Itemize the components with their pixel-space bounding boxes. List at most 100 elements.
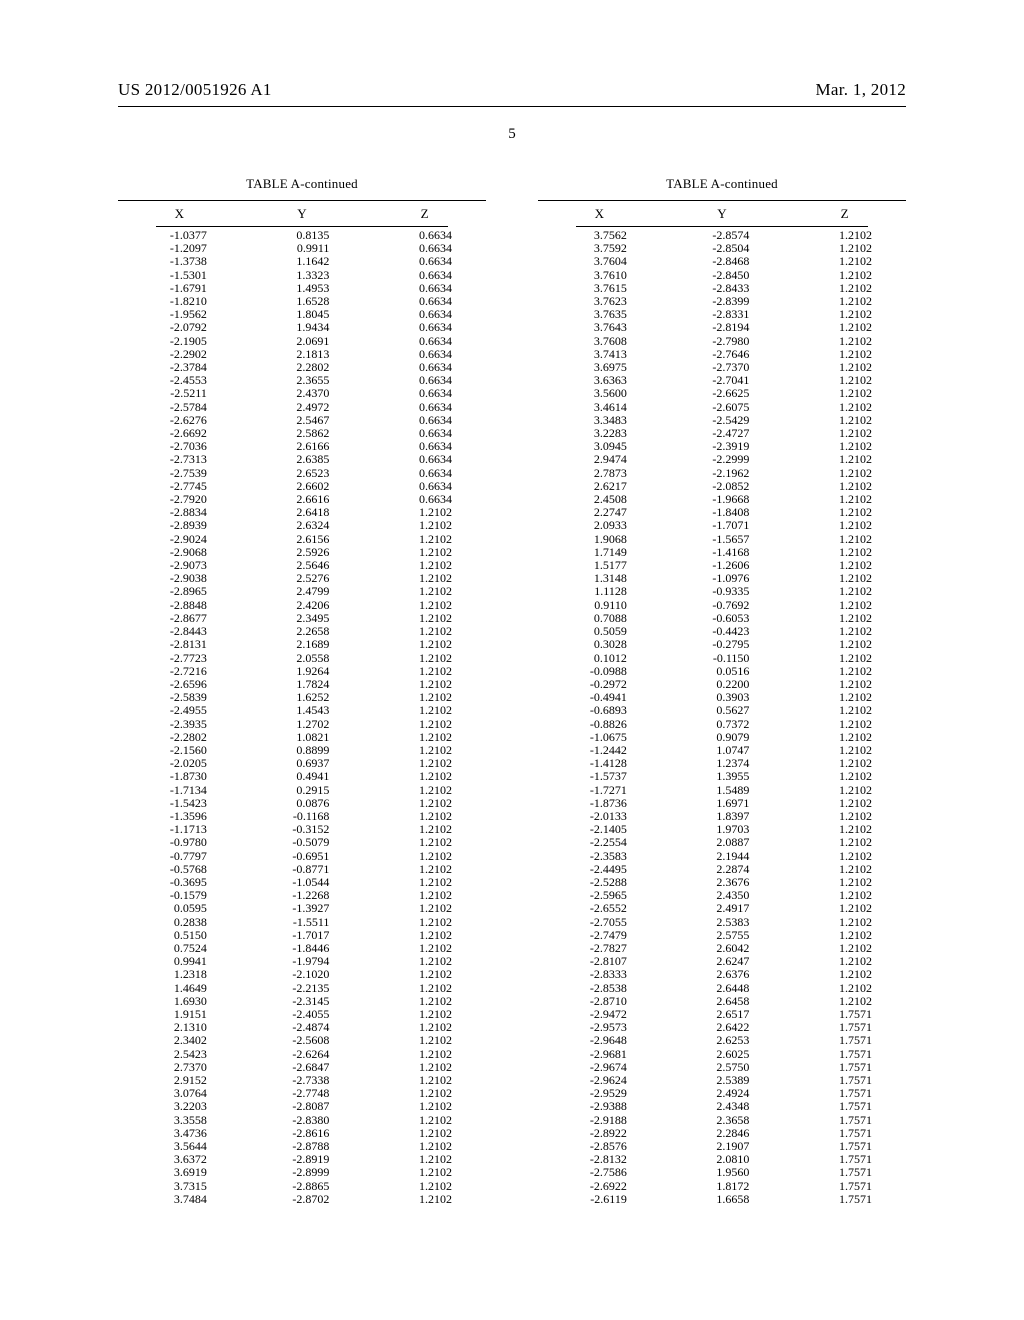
cell: 0.9079 bbox=[661, 731, 784, 744]
cell: 1.3323 bbox=[241, 269, 364, 282]
table-row: -2.81312.16891.2102 bbox=[118, 638, 486, 651]
cell: 1.2102 bbox=[363, 704, 486, 717]
table-row: -2.74792.57551.2102 bbox=[538, 929, 906, 942]
cell: 1.2102 bbox=[363, 1100, 486, 1113]
cell: -2.1020 bbox=[241, 968, 364, 981]
cell: -1.0675 bbox=[538, 731, 661, 744]
cell: -2.7723 bbox=[118, 652, 241, 665]
cell: -2.6119 bbox=[538, 1193, 661, 1206]
cell: 0.2838 bbox=[118, 916, 241, 929]
cell: -2.9648 bbox=[538, 1034, 661, 1047]
cell: 1.2318 bbox=[118, 968, 241, 981]
cell: -2.7586 bbox=[538, 1166, 661, 1179]
cell: 2.4972 bbox=[241, 401, 364, 414]
table-caption-right: TABLE A-continued bbox=[538, 176, 906, 192]
cell: -1.7134 bbox=[118, 784, 241, 797]
cell: 2.6025 bbox=[661, 1048, 784, 1061]
cell: -0.6893 bbox=[538, 704, 661, 717]
cell: -2.7216 bbox=[118, 665, 241, 678]
table-row: 2.3402-2.56081.2102 bbox=[118, 1034, 486, 1047]
cell: 1.2102 bbox=[783, 387, 906, 400]
cell: 1.2102 bbox=[363, 519, 486, 532]
cell: 1.7571 bbox=[783, 1048, 906, 1061]
cell: 1.2102 bbox=[783, 929, 906, 942]
cell: 1.2102 bbox=[363, 652, 486, 665]
cell: 1.2102 bbox=[363, 916, 486, 929]
cell: 1.8172 bbox=[661, 1180, 784, 1193]
table-row: 3.6919-2.89991.2102 bbox=[118, 1166, 486, 1179]
table-row: -2.61191.66581.7571 bbox=[538, 1193, 906, 1206]
table-row: -2.87102.64581.2102 bbox=[538, 995, 906, 1008]
cell: -2.3583 bbox=[538, 850, 661, 863]
table-row: -2.77232.05581.2102 bbox=[118, 652, 486, 665]
table-row: -2.73132.63850.6634 bbox=[118, 453, 486, 466]
table-row: -1.87361.69711.2102 bbox=[538, 797, 906, 810]
cell: 2.6385 bbox=[241, 453, 364, 466]
cell: 1.9068 bbox=[538, 533, 661, 546]
cell: -2.8848 bbox=[118, 599, 241, 612]
table-row: 3.7484-2.87021.2102 bbox=[118, 1193, 486, 1206]
cell: 1.6971 bbox=[661, 797, 784, 810]
cell: -2.5784 bbox=[118, 401, 241, 414]
cell: -1.8730 bbox=[118, 770, 241, 783]
cell: -0.0988 bbox=[538, 665, 661, 678]
cell: 0.7372 bbox=[661, 718, 784, 731]
cell: 1.6930 bbox=[118, 995, 241, 1008]
table-row: -2.88482.42061.2102 bbox=[118, 599, 486, 612]
table-row: -2.90242.61561.2102 bbox=[118, 533, 486, 546]
cell: 3.6919 bbox=[118, 1166, 241, 1179]
cell: 1.2102 bbox=[783, 797, 906, 810]
table-head-rule bbox=[576, 226, 868, 227]
cell: 1.2102 bbox=[363, 850, 486, 863]
table-row: 1.6930-2.31451.2102 bbox=[118, 995, 486, 1008]
cell: 3.7643 bbox=[538, 321, 661, 334]
cell: 1.2102 bbox=[363, 797, 486, 810]
cell: 2.4370 bbox=[241, 387, 364, 400]
cell: -2.2802 bbox=[118, 731, 241, 744]
doc-number: US 2012/0051926 A1 bbox=[118, 80, 272, 100]
cell: 2.0691 bbox=[241, 335, 364, 348]
cell: 1.2102 bbox=[783, 453, 906, 466]
running-header: US 2012/0051926 A1 Mar. 1, 2012 bbox=[118, 80, 906, 100]
cell: 1.2102 bbox=[783, 784, 906, 797]
table-row: -2.75392.65230.6634 bbox=[118, 467, 486, 480]
cell: 1.2102 bbox=[363, 770, 486, 783]
cell: 2.0558 bbox=[241, 652, 364, 665]
table-row: -2.28021.08211.2102 bbox=[118, 731, 486, 744]
cell: 1.2102 bbox=[783, 770, 906, 783]
table-row: -1.57371.39551.2102 bbox=[538, 770, 906, 783]
cell: -0.5768 bbox=[118, 863, 241, 876]
cell: -2.6264 bbox=[241, 1048, 364, 1061]
cell: 2.4917 bbox=[661, 902, 784, 915]
cell: 0.5627 bbox=[661, 704, 784, 717]
cell: 2.6376 bbox=[661, 968, 784, 981]
cell: 1.2102 bbox=[363, 863, 486, 876]
table-row: 3.7643-2.81941.2102 bbox=[538, 321, 906, 334]
cell: -0.8771 bbox=[241, 863, 364, 876]
cell: 3.7484 bbox=[118, 1193, 241, 1206]
cell: 1.2102 bbox=[783, 982, 906, 995]
cell: -2.6552 bbox=[538, 902, 661, 915]
cell: -2.2999 bbox=[661, 453, 784, 466]
cell: 2.3658 bbox=[661, 1114, 784, 1127]
table-row: 0.5150-1.70171.2102 bbox=[118, 929, 486, 942]
cell: 0.6634 bbox=[363, 453, 486, 466]
cell: -2.9024 bbox=[118, 533, 241, 546]
cell: 1.2102 bbox=[783, 731, 906, 744]
cell: 1.9434 bbox=[241, 321, 364, 334]
table-row: -2.52112.43700.6634 bbox=[118, 387, 486, 400]
header-rule bbox=[118, 106, 906, 107]
cell: -2.8468 bbox=[661, 255, 784, 268]
table-row: -2.57842.49720.6634 bbox=[118, 401, 486, 414]
cell: 1.2102 bbox=[363, 1048, 486, 1061]
cell: -1.7071 bbox=[661, 519, 784, 532]
cell: -2.2554 bbox=[538, 836, 661, 849]
cell: -2.8380 bbox=[241, 1114, 364, 1127]
table-head-row: X Y Z bbox=[538, 201, 906, 226]
table-row: 0.9110-0.76921.2102 bbox=[538, 599, 906, 612]
cell: -2.7980 bbox=[661, 335, 784, 348]
table-row: 3.5600-2.66251.2102 bbox=[538, 387, 906, 400]
cell: 0.1012 bbox=[538, 652, 661, 665]
cell: 1.2102 bbox=[783, 533, 906, 546]
table-row: -2.69221.81721.7571 bbox=[538, 1180, 906, 1193]
